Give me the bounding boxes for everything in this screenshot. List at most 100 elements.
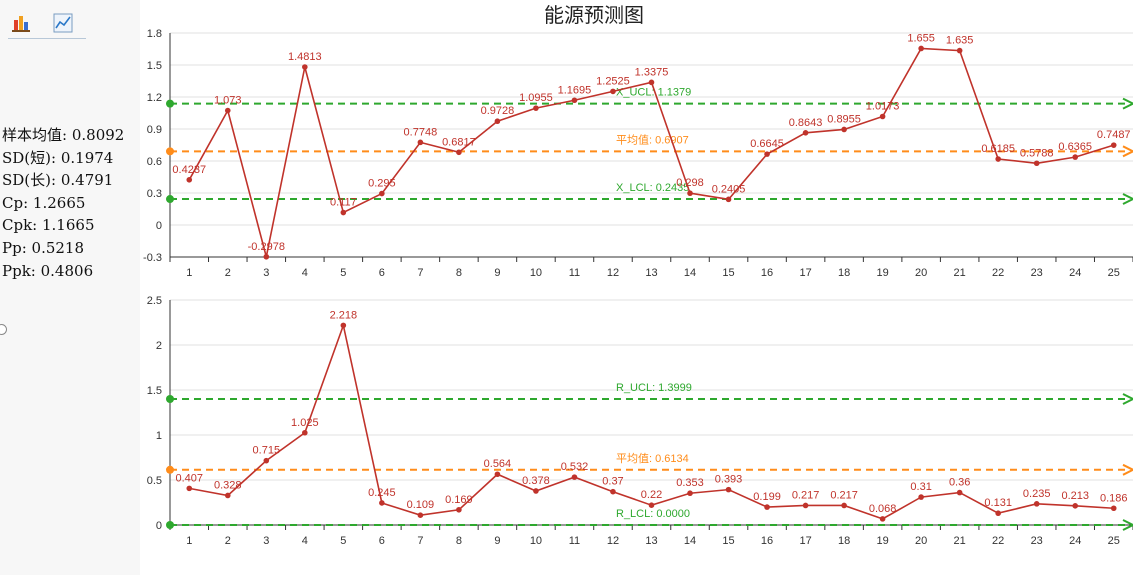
data-point — [764, 504, 770, 510]
data-point — [995, 156, 1001, 162]
x-tick-label: 22 — [992, 267, 1004, 279]
resize-handle[interactable] — [0, 324, 7, 335]
data-label: 0.37 — [602, 476, 623, 488]
data-label: 0.295 — [368, 178, 396, 190]
stat-row: Ppk: 0.4806 — [2, 260, 124, 283]
data-label: 0.217 — [792, 489, 820, 501]
x-tick-label: 23 — [1031, 535, 1043, 547]
x-tick-label: 6 — [379, 267, 385, 279]
stat-value: 0.1974 — [60, 148, 114, 167]
ref-line-arrow — [1122, 97, 1133, 110]
data-label: 0.117 — [330, 197, 357, 209]
y-tick-label: 1.8 — [147, 28, 162, 40]
stat-row: Cpk: 1.1665 — [2, 214, 124, 237]
data-point — [340, 322, 347, 329]
y-tick-label: 0.9 — [147, 124, 162, 136]
data-label: 1.2525 — [596, 75, 630, 87]
stat-label: Cpk — [2, 216, 33, 235]
x-tick-label: 15 — [722, 535, 734, 547]
data-point — [494, 118, 501, 125]
y-tick-label: 1 — [156, 430, 162, 442]
data-point — [841, 502, 847, 509]
data-point — [533, 488, 539, 494]
x-tick-label: 3 — [263, 267, 269, 279]
ref-line-arrow — [1122, 145, 1133, 158]
stat-value: 1.2665 — [32, 193, 86, 212]
stat-separator: : — [51, 171, 61, 190]
x-bar-chart: -0.300.30.60.91.21.51.81 2 3 4 5 6 7 8 9 10 11 12 13… — [143, 28, 1133, 279]
data-label: 1.073 — [214, 95, 242, 107]
data-point — [379, 500, 385, 506]
data-point — [764, 151, 770, 157]
x-tick-label: 18 — [838, 267, 850, 279]
data-point — [610, 88, 616, 95]
stat-row: Pp: 0.5218 — [2, 237, 124, 260]
stat-label: SD(短) — [2, 148, 52, 167]
data-point — [186, 177, 193, 183]
data-point — [224, 107, 231, 114]
data-point — [879, 516, 886, 522]
x-tick-label: 10 — [530, 267, 542, 279]
data-point — [186, 485, 193, 492]
data-label: 0.235 — [1023, 488, 1051, 500]
data-point — [956, 489, 963, 496]
ref-line-label: 平均值: 0.6907 — [616, 133, 689, 146]
x-tick-label: 2 — [225, 267, 231, 279]
data-point — [610, 488, 616, 495]
ref-line-arrow — [1122, 393, 1133, 405]
y-tick-label: 0.3 — [147, 188, 162, 200]
ref-line-arrow — [1122, 193, 1133, 205]
data-label: 0.131 — [984, 497, 1012, 509]
data-point — [648, 502, 655, 509]
x-tick-label: 11 — [569, 535, 580, 547]
data-point — [725, 486, 732, 493]
data-label: 0.6185 — [981, 143, 1015, 155]
stat-value: 0.4806 — [40, 261, 94, 280]
y-tick-label: 0.6 — [147, 156, 162, 168]
x-tick-label: 14 — [684, 535, 696, 547]
bar-chart-icon[interactable] — [10, 12, 32, 34]
x-tick-label: 17 — [799, 535, 811, 547]
x-tick-label: 21 — [954, 267, 966, 279]
x-tick-label: 22 — [992, 535, 1004, 547]
data-point — [1072, 154, 1079, 160]
x-tick-label: 6 — [379, 535, 385, 547]
ref-line-start-marker — [166, 521, 174, 529]
data-point — [687, 490, 693, 497]
data-point — [263, 457, 270, 464]
x-tick-label: 12 — [607, 267, 619, 279]
data-label: 0.353 — [676, 477, 704, 489]
data-point — [648, 79, 655, 86]
y-tick-label: 1.5 — [147, 60, 162, 72]
x-tick-label: 12 — [607, 535, 619, 547]
data-point — [687, 190, 693, 197]
ref-line-arrow — [1122, 463, 1133, 476]
line-chart-icon[interactable] — [52, 12, 74, 34]
data-label: 0.7487 — [1097, 129, 1131, 141]
x-tick-label: 21 — [954, 535, 966, 547]
data-label: 1.0955 — [519, 92, 553, 104]
data-label: 0.4237 — [172, 164, 206, 176]
data-label: 0.715 — [253, 445, 281, 457]
data-point — [224, 492, 231, 499]
stat-separator: : — [21, 238, 32, 257]
x-tick-label: 8 — [456, 535, 462, 547]
data-label: 0.217 — [830, 489, 858, 501]
data-label: 0.393 — [715, 474, 743, 486]
data-point — [494, 471, 501, 478]
data-point — [802, 502, 809, 509]
ref-line-label: X_UCL: 1.1379 — [616, 87, 691, 99]
stat-label: Pp — [2, 238, 22, 257]
data-label: 0.328 — [214, 479, 242, 491]
stat-separator: : — [30, 261, 41, 280]
x-tick-label: 9 — [494, 267, 500, 279]
y-tick-label: 0 — [156, 520, 162, 532]
y-tick-label: 2.5 — [147, 295, 162, 307]
stat-value: 0.4791 — [60, 171, 114, 190]
data-point — [918, 45, 924, 52]
data-point — [417, 139, 424, 146]
data-label: 0.6645 — [750, 138, 784, 150]
data-point — [302, 429, 308, 436]
data-label: 0.245 — [368, 487, 396, 499]
data-point — [456, 506, 462, 513]
